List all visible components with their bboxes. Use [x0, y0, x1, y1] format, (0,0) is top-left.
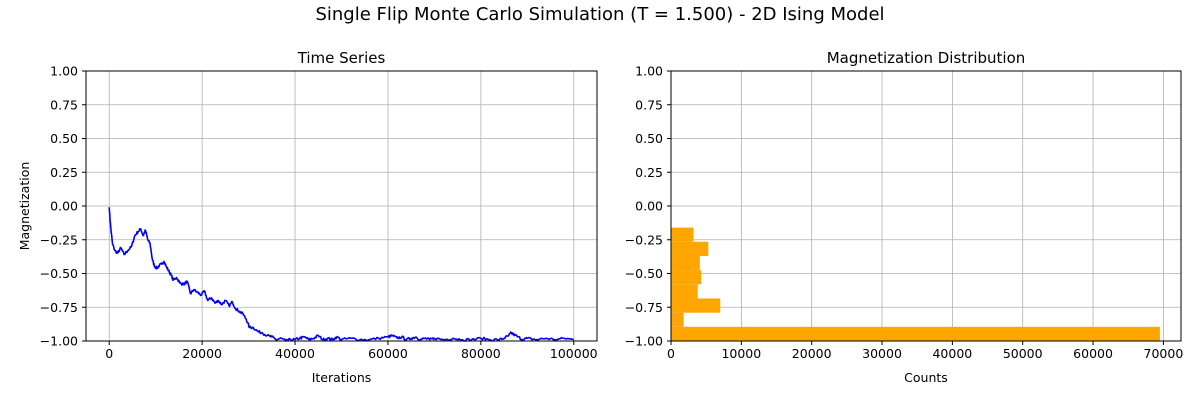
x-tick-label: 10000 [721, 346, 761, 361]
x-tick-label: 40000 [932, 346, 972, 361]
x-tick-label: 30000 [862, 346, 902, 361]
histogram-bar [671, 298, 721, 313]
y-tick-label: 0.75 [635, 97, 663, 112]
histogram-bar [671, 284, 698, 299]
y-tick-label: 0.75 [50, 97, 78, 112]
x-tick-label: 0 [105, 346, 113, 361]
y-tick-label: −0.25 [625, 232, 663, 247]
y-tick-label: 0.50 [635, 131, 663, 146]
x-tick-label: 100000 [550, 346, 598, 361]
y-tick-label: 1.00 [50, 64, 78, 79]
y-tick-label: −0.50 [40, 266, 78, 281]
y-tick-label: 0.00 [50, 199, 78, 214]
y-tick-label: 0.25 [635, 165, 663, 180]
y-tick-label: 1.00 [635, 64, 663, 79]
time-series-panel: 0 20000 40000 60000 80000 100000 −1.00 −0.75 −0.… [17, 49, 598, 385]
y-tick-label: −1.00 [40, 334, 78, 349]
panel-title: Time Series [297, 49, 386, 67]
y-tick-label: −0.75 [625, 300, 663, 315]
x-tick-label: 80000 [461, 346, 501, 361]
x-axis-label: Iterations [312, 370, 372, 385]
y-tick-label: −0.50 [625, 266, 663, 281]
panel-title: Magnetization Distribution [827, 49, 1026, 67]
y-tick-label: −1.00 [625, 334, 663, 349]
x-tick-label: 20000 [792, 346, 832, 361]
histogram-bar [671, 241, 709, 256]
y-tick-label: 0.00 [635, 199, 663, 214]
y-tick-label: 0.50 [50, 131, 78, 146]
x-tick-label: 0 [667, 346, 675, 361]
y-tick-label: 0.25 [50, 165, 78, 180]
histogram-bar [671, 312, 684, 327]
histogram-bar [671, 255, 700, 271]
x-tick-label: 20000 [182, 346, 222, 361]
magnetization-line [108, 207, 574, 342]
y-axis-label: Magnetization [17, 162, 32, 251]
histogram-bar [671, 270, 702, 285]
x-axis-label: Counts [904, 370, 948, 385]
x-tick-label: 60000 [1073, 346, 1113, 361]
y-tick-label: −0.75 [40, 300, 78, 315]
x-tick-label: 70000 [1144, 346, 1184, 361]
histogram-bar [671, 326, 1160, 341]
y-tick-label: −0.25 [40, 232, 78, 247]
x-tick-label: 40000 [275, 346, 315, 361]
magnetization-distribution-panel: 0 10000 20000 30000 40000 50000 60000 70000 −1.0… [625, 49, 1184, 385]
histogram-bar [671, 227, 694, 242]
x-tick-label: 50000 [1003, 346, 1043, 361]
figure-title: Single Flip Monte Carlo Simulation (T = … [315, 4, 885, 25]
x-tick-label: 60000 [368, 346, 408, 361]
